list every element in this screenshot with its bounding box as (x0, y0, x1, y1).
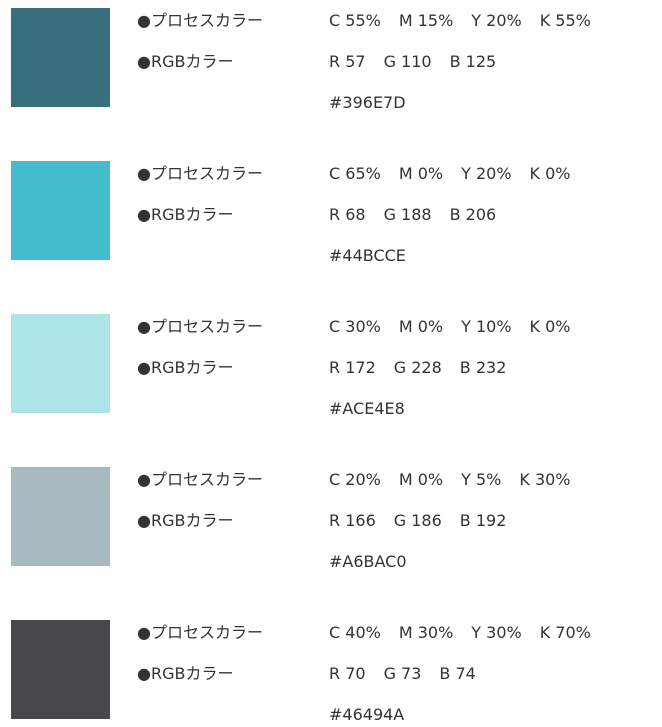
color-swatch (11, 8, 110, 107)
rgb-value: B 232 (459, 358, 507, 377)
process-label: ●プロセスカラー (137, 317, 263, 336)
cmyk-values: C 65% M 0% Y 20% K 0% (329, 162, 571, 186)
cmyk-value: C 20% (329, 470, 381, 489)
color-swatch (11, 467, 110, 566)
cmyk-value: Y 5% (461, 470, 502, 489)
cmyk-values: C 20% M 0% Y 5% K 30% (329, 468, 571, 492)
rgb-label: ●RGBカラー (137, 511, 234, 530)
color-swatch (11, 620, 110, 719)
cmyk-value: Y 20% (461, 164, 512, 183)
cmyk-value: K 55% (539, 11, 591, 30)
rgb-value: G 110 (383, 52, 432, 71)
color-swatch (11, 161, 110, 260)
process-label: ●プロセスカラー (137, 11, 263, 30)
rgb-value: R 70 (329, 664, 366, 683)
rgb-values: R 68 G 188 B 206 (329, 203, 496, 227)
rgb-value: R 172 (329, 358, 376, 377)
rgb-value: R 57 (329, 52, 366, 71)
rgb-values: R 172 G 228 B 232 (329, 356, 506, 380)
rgb-value: R 166 (329, 511, 376, 530)
rgb-values: R 166 G 186 B 192 (329, 509, 506, 533)
rgb-value: B 125 (449, 52, 497, 71)
rgb-label: ●RGBカラー (137, 358, 234, 377)
cmyk-value: Y 20% (471, 11, 522, 30)
cmyk-value: K 0% (529, 164, 571, 183)
process-label: ●プロセスカラー (137, 164, 263, 183)
cmyk-value: Y 30% (471, 623, 522, 642)
cmyk-value: M 0% (398, 164, 444, 183)
cmyk-value: M 0% (398, 470, 444, 489)
rgb-values: R 57 G 110 B 125 (329, 50, 496, 74)
cmyk-value: K 70% (539, 623, 591, 642)
cmyk-values: C 30% M 0% Y 10% K 0% (329, 315, 571, 339)
rgb-value: B 74 (439, 664, 476, 683)
cmyk-values: C 40% M 30% Y 30% K 70% (329, 621, 591, 645)
rgb-label: ●RGBカラー (137, 205, 234, 224)
rgb-label: ●RGBカラー (137, 664, 234, 683)
rgb-value: G 228 (393, 358, 442, 377)
rgb-value: G 186 (393, 511, 442, 530)
hex-value: #ACE4E8 (329, 399, 405, 418)
rgb-label: ●RGBカラー (137, 52, 234, 71)
cmyk-value: M 15% (398, 11, 454, 30)
rgb-value: B 206 (449, 205, 497, 224)
process-label: ●プロセスカラー (137, 623, 263, 642)
rgb-value: G 188 (383, 205, 432, 224)
cmyk-value: K 30% (519, 470, 571, 489)
process-label: ●プロセスカラー (137, 470, 263, 489)
cmyk-value: Y 10% (461, 317, 512, 336)
cmyk-value: K 0% (529, 317, 571, 336)
hex-value: #396E7D (329, 93, 406, 112)
hex-value: #A6BAC0 (329, 552, 407, 571)
cmyk-value: C 55% (329, 11, 381, 30)
hex-value: #46494A (329, 705, 405, 724)
cmyk-value: M 30% (398, 623, 454, 642)
cmyk-value: C 40% (329, 623, 381, 642)
color-swatch (11, 314, 110, 413)
cmyk-value: C 30% (329, 317, 381, 336)
cmyk-value: M 0% (398, 317, 444, 336)
rgb-values: R 70 G 73 B 74 (329, 662, 476, 686)
rgb-value: B 192 (459, 511, 507, 530)
cmyk-value: C 65% (329, 164, 381, 183)
hex-value: #44BCCE (329, 246, 406, 265)
rgb-value: G 73 (383, 664, 422, 683)
cmyk-values: C 55% M 15% Y 20% K 55% (329, 9, 591, 33)
rgb-value: R 68 (329, 205, 366, 224)
